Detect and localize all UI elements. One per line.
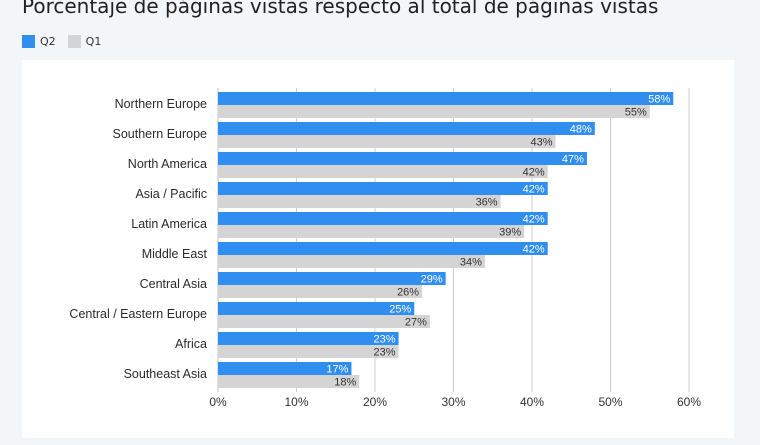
data-label-q1: 18%	[334, 377, 356, 389]
category-label: Southeast Asia	[124, 367, 207, 381]
data-label-q2: 42%	[523, 244, 545, 256]
x-tick-label: 30%	[441, 395, 465, 409]
bar-q2	[218, 272, 446, 285]
data-label-q2: 23%	[374, 334, 396, 346]
bar-q1	[218, 345, 399, 358]
bar-q2	[218, 212, 548, 225]
data-label-q2: 25%	[389, 304, 411, 316]
bar-q1	[218, 285, 423, 298]
data-label-q2: 58%	[648, 94, 670, 106]
bar-q1	[218, 135, 556, 148]
data-label-q1: 55%	[625, 107, 647, 119]
x-tick-label: 0%	[209, 395, 227, 409]
bar-q1	[218, 315, 430, 328]
legend-swatch-q2	[22, 34, 35, 48]
data-label-q2: 47%	[562, 154, 584, 166]
data-label-q1: 26%	[397, 287, 419, 299]
bar-q2	[218, 122, 595, 135]
legend-item-q2: Q2	[22, 34, 56, 48]
data-label-q1: 34%	[460, 257, 482, 269]
bar-q1	[218, 105, 650, 118]
bar-q1	[218, 375, 360, 388]
x-tick-label: 10%	[284, 395, 308, 409]
category-label: Africa	[175, 337, 207, 351]
data-label-q1: 39%	[499, 227, 521, 239]
legend: Q2 Q1	[22, 34, 113, 48]
category-label: Asia / Pacific	[135, 187, 207, 201]
data-label-q1: 43%	[531, 137, 553, 149]
bar-q2	[218, 92, 674, 105]
category-label: Northern Europe	[115, 97, 207, 111]
bar-chart: 0% 10% 20% 30% 40% 50% 60% Northern Europe 58%55…	[69, 88, 701, 409]
bar-q2	[218, 362, 352, 375]
legend-swatch-q1	[67, 34, 81, 48]
data-label-q2: 29%	[421, 274, 443, 286]
bar-q1	[218, 165, 548, 178]
bar-q2	[218, 152, 587, 165]
x-tick-label: 20%	[363, 395, 387, 409]
data-label-q2: 48%	[570, 124, 592, 136]
bar-q2	[218, 242, 548, 255]
x-tick-label: 50%	[598, 395, 622, 409]
legend-label-q2: Q2	[40, 34, 56, 48]
x-tick-label: 40%	[520, 395, 544, 409]
chart-panel: 0% 10% 20% 30% 40% 50% 60% Northern Europe 58% 55…	[22, 60, 734, 438]
category-label: Latin America	[131, 217, 207, 231]
data-label-q2: 42%	[523, 184, 545, 196]
bar-q2	[218, 182, 548, 195]
category-label: Middle East	[142, 247, 208, 261]
category-label: North America	[128, 157, 207, 171]
data-label-q1: 36%	[476, 197, 498, 209]
legend-label-q1: Q1	[85, 34, 102, 48]
legend-item-q1: Q1	[67, 34, 102, 48]
category-label: Central / Eastern Europe	[69, 307, 207, 321]
bar-q1	[218, 225, 525, 238]
bar-q2	[218, 302, 415, 315]
category-label: Southern Europe	[112, 127, 207, 141]
data-label-q2: 17%	[326, 364, 348, 376]
bar-q1	[218, 255, 485, 268]
bar-q1	[218, 195, 501, 208]
bar-q2	[218, 332, 399, 345]
x-tick-label: 60%	[677, 395, 701, 409]
category-label: Central Asia	[140, 277, 207, 291]
data-label-q1: 42%	[523, 167, 545, 179]
chart-title: Porcentaje de páginas vistas respecto al…	[22, 0, 659, 18]
data-label-q2: 42%	[523, 214, 545, 226]
data-label-q1: 27%	[405, 317, 427, 329]
data-label-q1: 23%	[374, 347, 396, 359]
